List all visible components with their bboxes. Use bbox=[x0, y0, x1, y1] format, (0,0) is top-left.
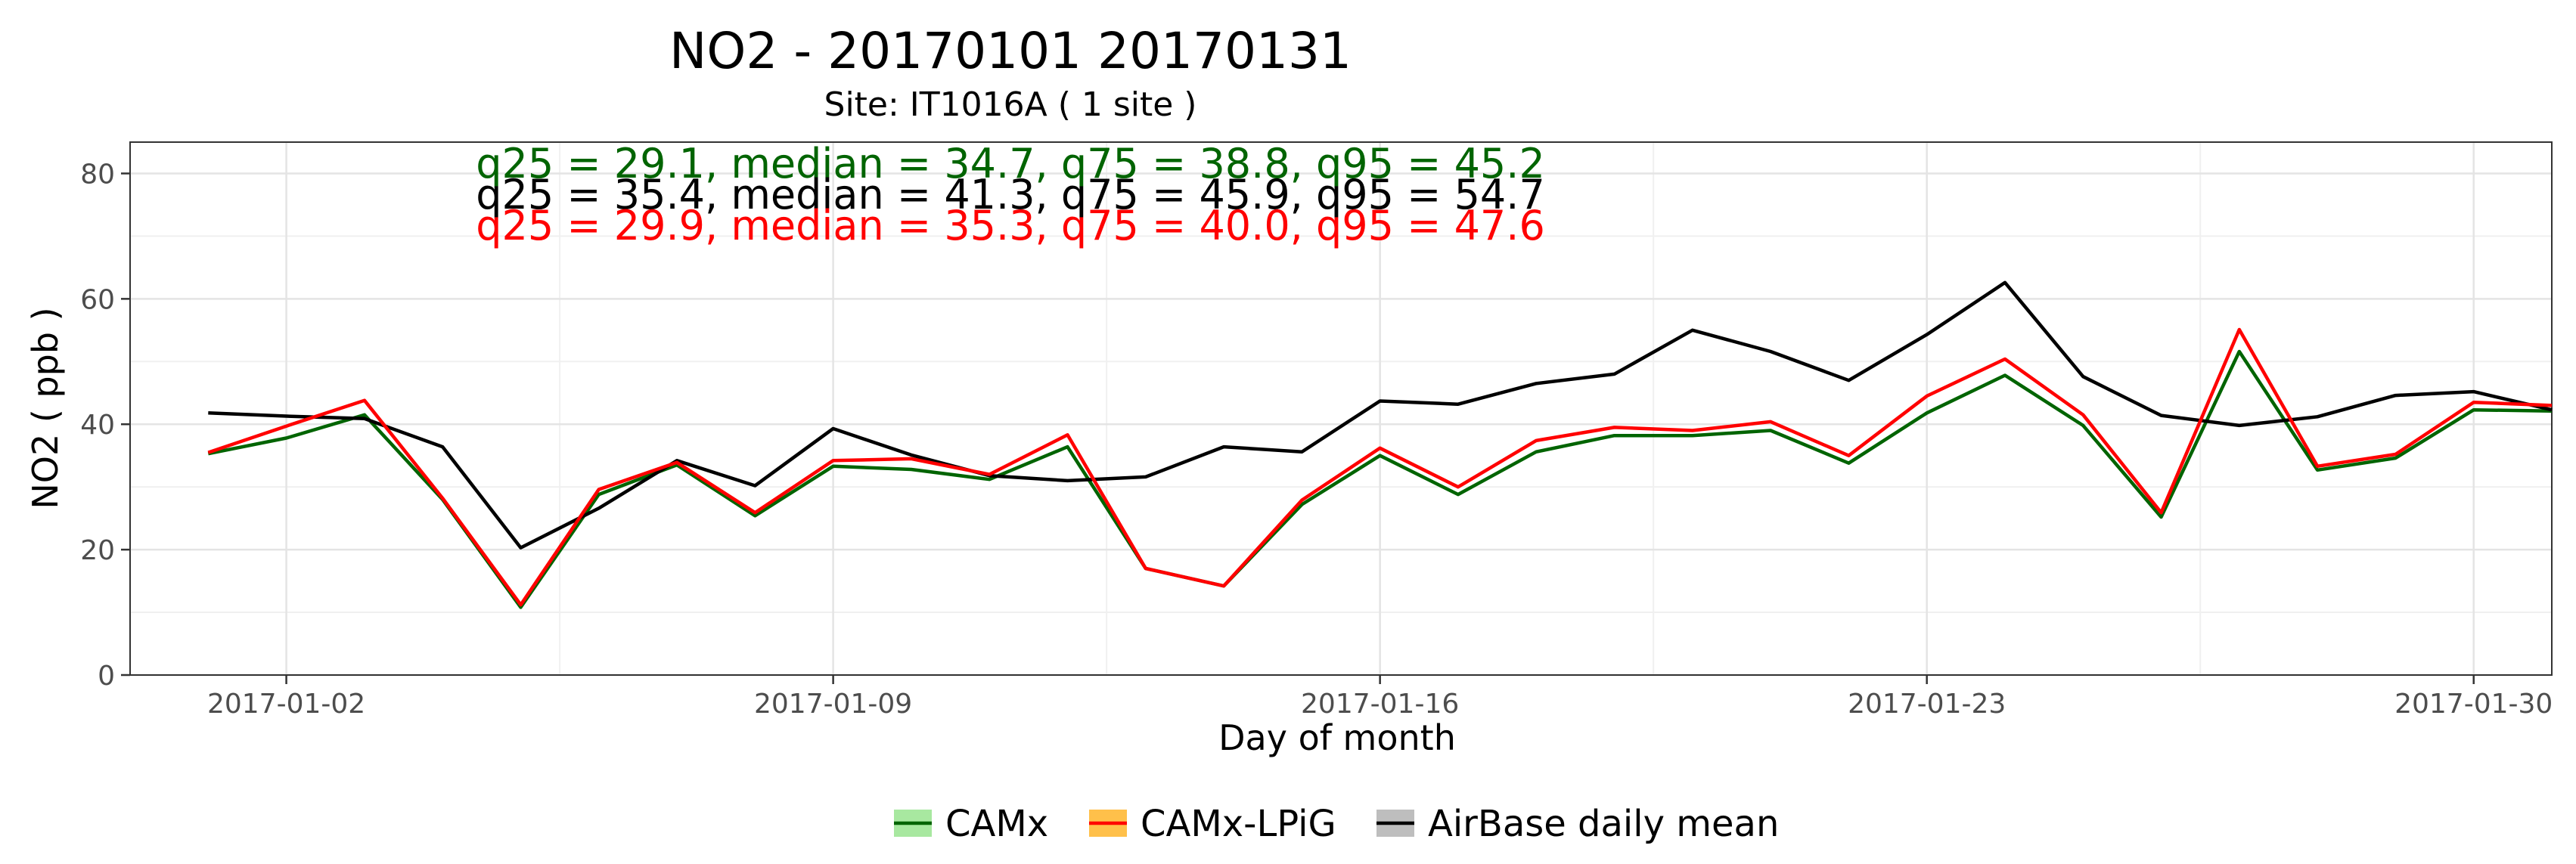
x-axis-ticks: 2017-01-02 2017-01-09 2017-01-16 2017-01-23… bbox=[207, 675, 2553, 720]
y-tick-label: 40 bbox=[80, 410, 115, 441]
y-axis-ticks: 0 20 40 60 80 bbox=[80, 159, 130, 692]
series-line bbox=[207, 327, 2553, 607]
legend-item: CAMx-LPiG bbox=[1089, 803, 1336, 845]
x-tick-label: 2017-01-30 bbox=[2394, 689, 2553, 720]
chart-subtitle: Site: IT1016A ( 1 site ) bbox=[824, 85, 1197, 124]
x-tick-label: 2017-01-23 bbox=[1848, 689, 2006, 720]
stat-annotation: q25 = 29.1, median = 34.7, q75 = 38.8, q… bbox=[476, 140, 1545, 187]
series-line bbox=[207, 349, 2553, 609]
stat-annotation: q25 = 29.9, median = 35.3, q75 = 40.0, q… bbox=[476, 202, 1545, 249]
chart-title: NO2 - 20170101 20170131 bbox=[669, 22, 1352, 80]
legend-item: CAMx bbox=[894, 803, 1048, 845]
statistics-annotations: q25 = 29.1, median = 34.7, q75 = 38.8, q… bbox=[476, 140, 1545, 249]
x-tick-label: 2017-01-16 bbox=[1301, 689, 1459, 720]
legend-label: CAMx-LPiG bbox=[1141, 803, 1336, 845]
legend-label: CAMx bbox=[945, 803, 1048, 845]
y-axis-label: NO2 ( ppb ) bbox=[25, 307, 66, 509]
stat-annotation: q25 = 35.4, median = 41.3, q75 = 45.9, q… bbox=[476, 171, 1545, 218]
legend-label: AirBase daily mean bbox=[1428, 803, 1779, 845]
y-tick-label: 80 bbox=[80, 159, 115, 190]
y-tick-label: 20 bbox=[80, 535, 115, 566]
legend-item: AirBase daily mean bbox=[1376, 803, 1779, 845]
legend: CAMx CAMx-LPiG AirBase daily mean bbox=[894, 803, 1779, 845]
y-tick-label: 60 bbox=[80, 284, 115, 315]
x-tick-label: 2017-01-09 bbox=[754, 689, 912, 720]
x-tick-label: 2017-01-02 bbox=[207, 689, 365, 720]
x-axis-label: Day of month bbox=[1218, 717, 1456, 758]
y-tick-label: 0 bbox=[98, 661, 115, 692]
series-line bbox=[208, 280, 2553, 550]
series-lines bbox=[207, 280, 2553, 609]
